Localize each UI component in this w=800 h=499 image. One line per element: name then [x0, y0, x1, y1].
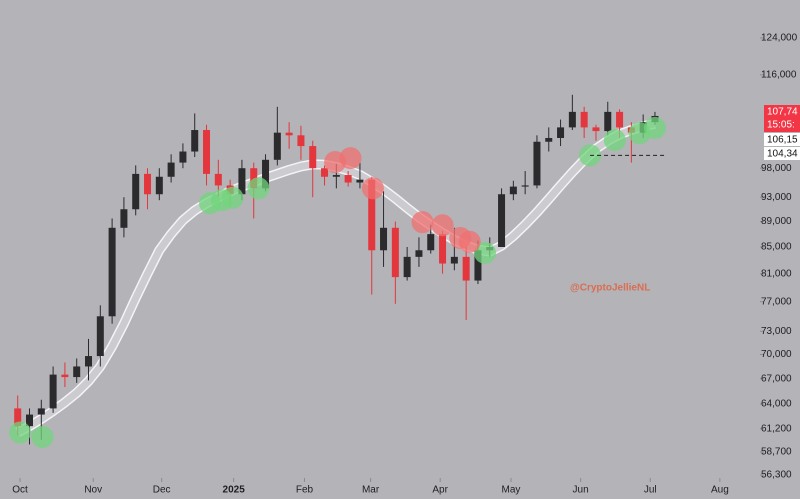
candle-body	[61, 374, 69, 378]
candle-body	[427, 234, 435, 251]
candle-body	[580, 111, 588, 128]
candle-body	[616, 111, 624, 128]
highlight-marker	[339, 147, 362, 170]
highlight-marker	[361, 177, 384, 200]
y-tick-label: 58,700	[761, 447, 792, 458]
candle-body	[132, 173, 140, 210]
y-tick-label: 98,000	[761, 163, 792, 174]
highlight-marker	[9, 421, 32, 444]
highlight-marker	[411, 211, 434, 234]
candle-body	[26, 414, 34, 427]
y-tick-label: 61,200	[761, 423, 792, 434]
y-tick-label: 81,000	[761, 268, 792, 279]
candle-body	[144, 173, 152, 195]
candle-body	[391, 227, 399, 278]
y-tick-label: 64,000	[761, 399, 792, 410]
x-tick-label: 2025	[223, 485, 246, 496]
candle-body	[415, 250, 423, 257]
price-tag-label: 106,15	[767, 135, 798, 146]
candle-body	[533, 141, 541, 186]
candle-body	[179, 151, 187, 163]
highlight-marker	[31, 426, 54, 449]
candle-body	[214, 173, 222, 186]
x-tick-label: Dec	[153, 485, 171, 496]
x-tick-label: Nov	[84, 485, 102, 496]
candle-body	[509, 186, 517, 195]
y-tick-label: 73,000	[761, 326, 792, 337]
price-tag-label: 104,34	[767, 149, 798, 160]
x-tick-label: Jun	[573, 485, 589, 496]
highlight-marker	[603, 129, 626, 152]
candle-body	[191, 130, 199, 152]
candle-body	[203, 130, 211, 174]
candle-body	[273, 132, 281, 160]
y-tick-label: 93,000	[761, 192, 792, 203]
plot-area	[9, 94, 666, 449]
y-tick-label: 56,300	[761, 470, 792, 481]
candle-body	[439, 234, 447, 264]
candle-body	[545, 137, 553, 142]
candle-body	[262, 159, 270, 189]
highlight-marker	[643, 116, 666, 139]
candle-body	[73, 366, 81, 378]
candle-body	[380, 227, 388, 251]
candle-body	[85, 356, 93, 367]
candle-body	[49, 374, 57, 409]
candle-body	[462, 256, 470, 281]
y-tick-label: 124,000	[761, 33, 798, 44]
candle-body	[285, 132, 293, 136]
candle-body	[167, 162, 175, 177]
price-tag	[764, 133, 800, 146]
highlight-marker	[474, 241, 497, 264]
x-tick-label: Feb	[296, 485, 314, 496]
candle-body	[344, 175, 352, 183]
highlight-marker	[221, 186, 244, 209]
candle-body	[155, 176, 163, 195]
candle-body	[521, 185, 529, 187]
candle-body	[238, 168, 246, 195]
watermark: @CryptoJellieNL	[570, 283, 650, 294]
highlight-marker	[247, 177, 270, 200]
x-tick-label: Apr	[432, 485, 448, 496]
candle-body	[120, 209, 128, 228]
price-tag	[764, 147, 800, 160]
candle-body	[297, 135, 305, 147]
y-tick-label: 67,000	[761, 373, 792, 384]
price-tag	[764, 105, 800, 132]
candle-body	[450, 256, 458, 264]
candle-body	[37, 408, 45, 415]
candle-body	[356, 179, 364, 183]
y-tick-label: 77,000	[761, 296, 792, 307]
candle-body	[250, 168, 258, 189]
candle-body	[568, 111, 576, 128]
candle-body	[592, 127, 600, 132]
highlight-marker	[431, 214, 454, 237]
candle-body	[557, 127, 565, 138]
candle-body	[14, 408, 22, 427]
candle-body	[604, 111, 612, 132]
highlight-marker	[458, 230, 481, 253]
candle-body	[108, 227, 116, 317]
y-tick-label: 116,000	[761, 70, 797, 81]
price-tag-label: 107,74	[767, 107, 798, 118]
x-tick-label: Aug	[711, 485, 729, 496]
y-tick-label: 89,000	[761, 216, 792, 227]
candle-body	[96, 316, 104, 357]
y-tick-label: 70,000	[761, 349, 792, 360]
y-tick-label: 85,000	[761, 242, 792, 253]
candle-body	[403, 256, 411, 278]
candle-body	[474, 250, 482, 281]
countdown: 15:05:	[767, 120, 795, 131]
candle-body	[309, 146, 317, 169]
candle-body	[321, 168, 329, 177]
x-tick-label: Oct	[12, 485, 28, 496]
candle-body	[498, 194, 506, 247]
candle-body	[368, 179, 376, 251]
x-tick-label: May	[502, 485, 521, 496]
x-tick-label: Mar	[362, 485, 380, 496]
candle-body	[332, 175, 340, 177]
x-tick-label: Jul	[644, 485, 657, 496]
